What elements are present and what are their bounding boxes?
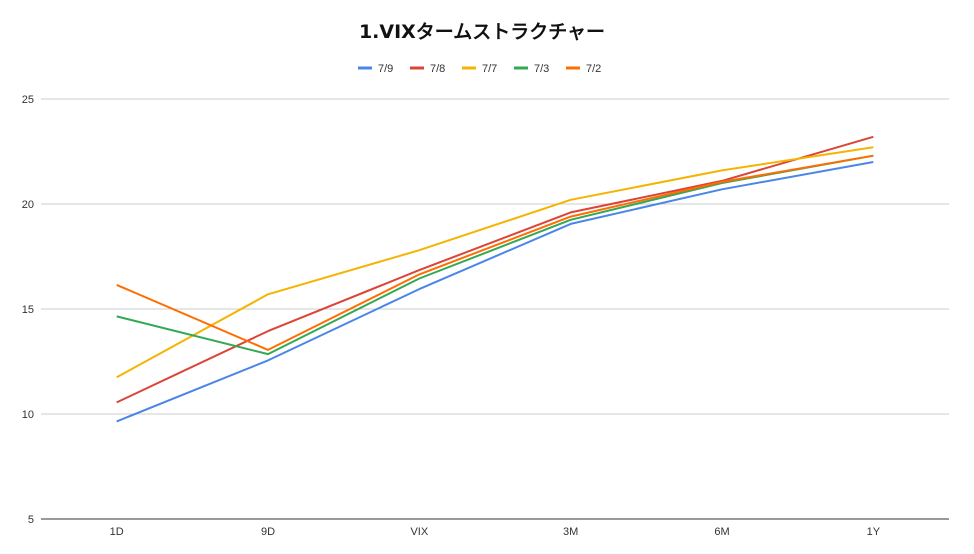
legend-label: 7/7 xyxy=(482,63,497,75)
x-tick-label: 1D xyxy=(110,526,124,538)
y-tick-label: 15 xyxy=(22,304,34,316)
x-tick-label: VIX xyxy=(410,526,428,538)
series-line-7-9 xyxy=(116,161,874,423)
gridlines xyxy=(41,98,949,520)
series-line-7-2 xyxy=(116,154,874,351)
x-tick-label: 6M xyxy=(714,526,729,538)
y-axis: 5 10 15 20 25 xyxy=(22,94,34,526)
y-tick-label: 20 xyxy=(22,199,34,211)
x-axis: 1D 9D VIX 3M 6M 1Y xyxy=(110,526,881,538)
legend: 7/9 7/8 7/7 7/3 7/2 xyxy=(358,63,601,75)
legend-label: 7/9 xyxy=(378,63,393,75)
y-tick-label: 5 xyxy=(28,514,34,526)
series-line-7-3 xyxy=(116,154,874,356)
x-tick-label: 9D xyxy=(261,526,275,538)
y-tick-label: 25 xyxy=(22,94,34,106)
series-line-7-8 xyxy=(116,135,874,404)
legend-label: 7/2 xyxy=(586,63,601,75)
series-group xyxy=(116,135,874,423)
legend-label: 7/8 xyxy=(430,63,445,75)
x-tick-label: 3M xyxy=(563,526,578,538)
series-line-7-7 xyxy=(116,146,874,379)
x-tick-label: 1Y xyxy=(867,526,881,538)
y-tick-label: 10 xyxy=(22,409,34,421)
chart-title: 1.VIXタームストラクチャー xyxy=(359,21,605,43)
legend-label: 7/3 xyxy=(534,63,549,75)
